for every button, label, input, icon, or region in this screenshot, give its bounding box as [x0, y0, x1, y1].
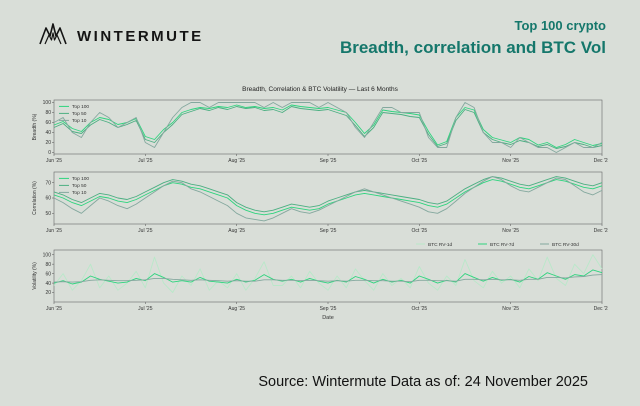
svg-text:Nov '25: Nov '25 — [502, 158, 519, 164]
svg-text:BTC RV-1d: BTC RV-1d — [428, 242, 453, 248]
header: WINTERMUTE Top 100 crypto Breadth, corre… — [0, 0, 640, 58]
svg-text:Breadth (%): Breadth (%) — [32, 113, 38, 140]
svg-text:40: 40 — [45, 130, 51, 136]
svg-text:20: 20 — [45, 140, 51, 146]
svg-text:BTC RV-7d: BTC RV-7d — [490, 242, 515, 248]
svg-text:Oct '25: Oct '25 — [411, 228, 427, 234]
svg-text:Jun '25: Jun '25 — [46, 228, 62, 234]
svg-text:Top 10: Top 10 — [72, 190, 87, 196]
svg-text:Jul '25: Jul '25 — [138, 158, 153, 164]
svg-text:Aug '25: Aug '25 — [228, 228, 245, 234]
svg-text:60: 60 — [45, 271, 51, 277]
svg-text:Jun '25: Jun '25 — [46, 306, 62, 312]
svg-text:60: 60 — [45, 196, 51, 202]
svg-text:80: 80 — [45, 110, 51, 116]
breadth-chart: 0 20 40 60 80 100 Jun '25 Jul '25 Aug '25 Sep '25… — [30, 96, 611, 166]
svg-text:BTC RV-30d: BTC RV-30d — [552, 242, 579, 248]
svg-text:Sep '25: Sep '25 — [320, 306, 337, 312]
chart-title: Breadth, Correlation & BTC Volatility — … — [242, 86, 398, 93]
svg-text:60: 60 — [45, 120, 51, 126]
svg-text:Nov '25: Nov '25 — [502, 228, 519, 234]
footer-source: Source: Wintermute Data as of: 24 Novemb… — [258, 374, 588, 390]
correlation-chart: 50 60 70 Jun '25 Jul '25 Aug '25 Sep '25 Oct '2… — [30, 168, 611, 236]
svg-text:70: 70 — [45, 180, 51, 186]
svg-text:Aug '25: Aug '25 — [228, 306, 245, 312]
svg-text:Correlation (%): Correlation (%) — [32, 181, 38, 215]
wintermute-logo-icon — [38, 22, 68, 51]
svg-text:Top 100: Top 100 — [72, 176, 89, 182]
svg-text:80: 80 — [45, 262, 51, 268]
brand-name: WINTERMUTE — [77, 28, 204, 45]
svg-text:Top 50: Top 50 — [72, 183, 87, 189]
svg-text:Dec '25: Dec '25 — [594, 306, 608, 312]
svg-text:Volatility (%): Volatility (%) — [32, 262, 38, 290]
svg-text:Top 50: Top 50 — [72, 111, 87, 117]
svg-text:Nov '25: Nov '25 — [502, 306, 519, 312]
svg-text:Dec '25: Dec '25 — [594, 228, 608, 234]
svg-text:Top 10: Top 10 — [72, 118, 87, 124]
svg-text:Jul '25: Jul '25 — [138, 306, 153, 312]
svg-text:40: 40 — [45, 281, 51, 287]
svg-text:50: 50 — [45, 211, 51, 217]
svg-text:20: 20 — [45, 290, 51, 296]
volatility-chart: 20 40 60 80 100 Jun '25 Jul '25 Aug '25 Sep '25 O… — [30, 238, 611, 322]
svg-text:Dec '25: Dec '25 — [594, 158, 608, 164]
header-title-line1: Top 100 crypto — [514, 18, 606, 33]
figure: Breadth, Correlation & BTC Volatility — … — [30, 86, 611, 324]
svg-text:Date: Date — [322, 315, 334, 321]
svg-text:Top 100: Top 100 — [72, 104, 89, 110]
svg-text:Sep '25: Sep '25 — [320, 228, 337, 234]
svg-text:Sep '25: Sep '25 — [320, 158, 337, 164]
svg-text:Aug '25: Aug '25 — [228, 158, 245, 164]
svg-text:100: 100 — [43, 252, 52, 258]
svg-text:0: 0 — [48, 150, 51, 156]
header-title-line2: Breadth, correlation and BTC Vol — [339, 38, 606, 57]
svg-text:Jul '25: Jul '25 — [138, 228, 153, 234]
svg-text:Oct '25: Oct '25 — [411, 306, 427, 312]
svg-text:100: 100 — [43, 100, 52, 106]
header-titles: Top 100 crypto Breadth, correlation and … — [340, 16, 606, 58]
brand: WINTERMUTE — [38, 22, 204, 51]
svg-text:Oct '25: Oct '25 — [411, 158, 427, 164]
svg-text:Jun '25: Jun '25 — [46, 158, 62, 164]
